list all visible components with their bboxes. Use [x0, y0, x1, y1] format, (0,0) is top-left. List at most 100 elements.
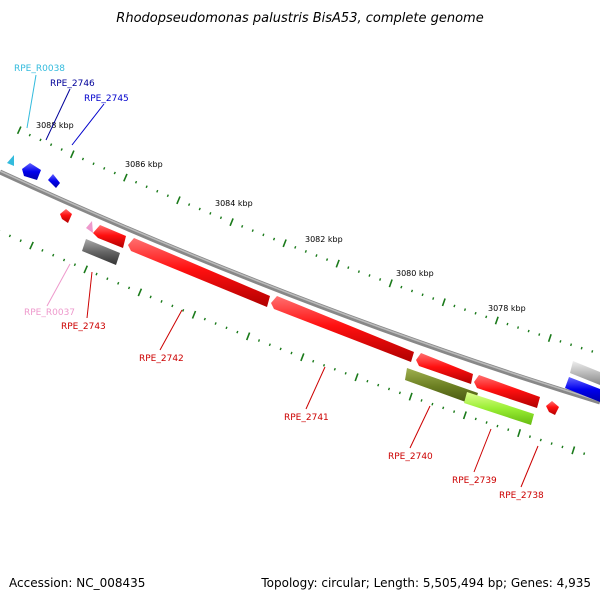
callout-line-rpe-r0038: [26, 74, 37, 129]
ruler-tick-minor: [322, 363, 326, 367]
ruler-tick-minor: [325, 258, 329, 261]
ruler-tick-minor: [442, 406, 445, 410]
ruler-tick-major: [462, 411, 467, 420]
ruler-tick-minor: [290, 351, 293, 355]
gene-rpe-2743[interactable]: [93, 225, 126, 248]
ruler-tick-minor: [377, 383, 380, 387]
gene-label-rpe-r0038: RPE_R0038: [14, 64, 65, 74]
ruler-tick-major: [354, 373, 359, 382]
callout-line-rpe-2741: [305, 366, 326, 410]
gene-olive[interactable]: [405, 368, 478, 405]
ruler-tick-major: [191, 310, 197, 319]
ruler-tick-minor: [538, 333, 541, 336]
gene-rpe-r0037[interactable]: [86, 221, 93, 233]
callout-line-rpe-2745: [71, 103, 105, 146]
ruler-tick-minor: [453, 410, 456, 413]
ruler-tick-minor: [145, 185, 148, 189]
ruler-tick-minor: [262, 233, 265, 237]
ruler-tick-minor: [368, 274, 371, 277]
ruler-tick-major: [29, 241, 34, 250]
ruler-label: 3080 kbp: [396, 269, 434, 278]
ruler-ticks-inner: [0, 230, 586, 456]
ruler-tick-minor: [496, 424, 499, 428]
gene-rpe-r0038[interactable]: [7, 155, 14, 166]
ruler-tick-major: [547, 333, 552, 343]
ruler-tick-minor: [463, 308, 467, 312]
ruler-tick-minor: [156, 189, 159, 193]
ruler-tick-major: [176, 196, 181, 205]
ruler-tick-minor: [539, 438, 542, 442]
ruler-label: 3084 kbp: [215, 199, 253, 208]
ruler-tick-minor: [214, 322, 217, 325]
ruler-tick-major: [229, 218, 234, 227]
ruler-tick-major: [571, 446, 576, 455]
ruler-tick-minor: [420, 399, 423, 402]
accession-text: Accession: NC_008435: [9, 576, 145, 590]
genome-backbone-shade: [0, 170, 600, 402]
gene-rpe-2740[interactable]: [416, 353, 473, 384]
ruler-tick-major: [16, 126, 22, 135]
ruler-tick-minor: [166, 194, 169, 198]
gene-rpe-2741[interactable]: [271, 296, 414, 362]
ruler-tick-major: [137, 288, 143, 297]
ruler-tick-minor: [344, 371, 347, 375]
callout-line-rpe-2746: [45, 88, 71, 141]
ruler-tick-minor: [453, 304, 456, 308]
ruler-tick-minor: [251, 229, 254, 232]
ruler-tick-minor: [52, 253, 55, 257]
ruler-tick-minor: [39, 138, 42, 142]
gene-label-rpe-2745: RPE_2745: [84, 94, 129, 104]
gene-small-red[interactable]: [60, 209, 72, 223]
gene-rpe-2739[interactable]: [474, 375, 540, 408]
ruler-tick-minor: [268, 343, 271, 347]
ruler-tick-major: [517, 429, 522, 438]
gene-lime[interactable]: [464, 392, 534, 425]
ruler-tick-major: [408, 392, 413, 401]
ruler-tick-minor: [432, 297, 435, 300]
gene-label-rpe-2739: RPE_2739: [452, 476, 497, 486]
callout-line-rpe-2742: [159, 309, 183, 351]
ruler-tick-minor: [507, 428, 510, 432]
ruler-tick-minor: [160, 300, 163, 303]
ruler-tick-minor: [398, 391, 401, 395]
gene-rpe-2742[interactable]: [128, 238, 270, 307]
gene-right-blue[interactable]: [565, 377, 600, 402]
gene-rpe-2746[interactable]: [22, 163, 41, 180]
ruler-tick-minor: [272, 237, 276, 241]
callout-line-rpe-2739: [473, 428, 492, 473]
ruler-tick-minor: [198, 207, 201, 211]
ruler-tick-major: [123, 173, 128, 182]
ruler-tick-minor: [474, 311, 477, 315]
ruler-tick-minor: [279, 347, 282, 351]
ruler-tick-minor: [41, 249, 44, 252]
gene-gray[interactable]: [82, 239, 120, 265]
gene-rpe-2738[interactable]: [546, 401, 559, 415]
gene-label-rpe-2746: RPE_2746: [50, 79, 95, 89]
ruler-tick-minor: [225, 326, 228, 330]
ruler-tick-minor: [49, 143, 53, 147]
gene-rpe-2745[interactable]: [48, 174, 60, 188]
ruler-tick-minor: [19, 239, 22, 243]
ruler-tick-minor: [149, 295, 152, 299]
ruler-tick-minor: [527, 329, 530, 333]
gene-label-rpe-r0037: RPE_R0037: [24, 308, 75, 318]
ruler-tick-minor: [410, 289, 414, 293]
callout-line-rpe-2743: [86, 271, 93, 319]
ruler-tick-minor: [421, 293, 424, 297]
ruler-tick-major: [494, 316, 499, 325]
ruler-tick-major: [245, 332, 251, 341]
gene-right-gray[interactable]: [570, 361, 600, 385]
ruler-tick-minor: [550, 442, 553, 445]
ruler-tick-minor: [580, 346, 583, 350]
ruler-tick-minor: [209, 212, 212, 215]
ruler-tick-minor: [106, 277, 109, 281]
ruler-tick-major: [335, 259, 340, 268]
ruler-tick-minor: [474, 417, 477, 421]
ruler-tick-major: [83, 265, 89, 274]
ruler-tick-minor: [28, 133, 31, 137]
gene-label-rpe-2743: RPE_2743: [61, 322, 106, 332]
map-title: Rhodopseudomonas palustris BisA53, compl…: [116, 11, 483, 26]
ruler-tick-minor: [236, 330, 239, 334]
ruler-tick-minor: [366, 379, 369, 383]
